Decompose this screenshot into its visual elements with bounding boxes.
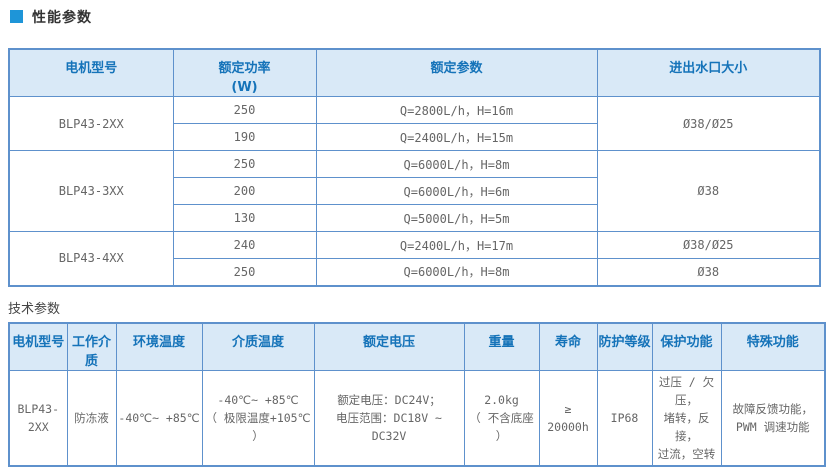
params-cell: Q=2800L/h，H=16m bbox=[315, 96, 598, 124]
port-cell: Ø38 bbox=[596, 258, 821, 286]
port-cell: Ø38/Ø25 bbox=[596, 96, 821, 151]
params-cell: Q=2400L/h，H=17m bbox=[315, 231, 598, 259]
tech-protection-rating-cell: IP68 bbox=[596, 369, 653, 466]
tech-medium-temp-cell: -40℃~ +85℃ （ 极限温度+105℃ ） bbox=[201, 369, 315, 466]
table-row: 190 Q=2400L/h，H=15m bbox=[9, 123, 820, 151]
params-cell: Q=6000L/h，H=8m bbox=[315, 258, 598, 286]
tech-header-protection-rating: 防护等级 bbox=[596, 322, 653, 371]
table-row: 130 Q=5000L/h，H=5m bbox=[9, 204, 820, 232]
tech-header-protection-functions: 保护功能 bbox=[651, 322, 722, 371]
performance-section-title: 性能参数 bbox=[32, 9, 92, 26]
tech-header-motor-model: 电机型号 bbox=[8, 322, 68, 371]
power-cell: 250 bbox=[172, 150, 317, 178]
tech-header-medium-temp: 介质温度 bbox=[201, 322, 315, 371]
table-row: BLP43-4XX 240 Q=2400L/h，H=17m Ø38/Ø25 bbox=[8, 231, 821, 286]
tech-header-working-medium: 工作介质 bbox=[66, 322, 117, 371]
port-cell: Ø38 bbox=[596, 150, 821, 232]
technical-section-title: 技术参数 bbox=[8, 301, 61, 317]
blue-square-bullet-icon bbox=[10, 10, 23, 23]
tech-weight-cell: 2.0kg （ 不含底座 ） bbox=[463, 369, 540, 466]
power-cell: 250 bbox=[172, 258, 317, 286]
tech-special-functions-cell: 故障反馈功能， PWM 调速功能 bbox=[720, 369, 826, 466]
perf-header-rated-power: 额定功率 (W) bbox=[172, 48, 317, 97]
model-cell: BLP43-3XX bbox=[8, 150, 174, 232]
tech-ambient-temp-cell: -40℃~ +85℃ bbox=[115, 369, 203, 466]
technical-table: 电机型号 工作介质 环境温度 介质温度 额定电压 重量 寿命 防护等级 保护功能… bbox=[8, 321, 826, 467]
perf-header-port-size: 进出水口大小 bbox=[596, 48, 821, 97]
table-row: 200 Q=6000L/h，H=6m bbox=[9, 177, 820, 205]
tech-model-cell: BLP43-2XX bbox=[8, 369, 68, 466]
perf-header-motor-model: 电机型号 bbox=[8, 48, 174, 97]
performance-section-header: 性能参数 bbox=[0, 0, 827, 26]
tech-medium-cell: 防冻液 bbox=[66, 369, 117, 466]
tech-header-weight: 重量 bbox=[463, 322, 540, 371]
table-row: BLP43-2XX 250 Q=2800L/h，H=16m Ø38/Ø25 bbox=[8, 96, 821, 151]
tech-protection-functions-cell: 过压 / 欠压， 堵转，反接， 过流，空转 bbox=[651, 369, 722, 466]
power-cell: 200 bbox=[172, 177, 317, 205]
power-cell: 240 bbox=[172, 231, 317, 259]
model-cell: BLP43-4XX bbox=[8, 231, 174, 286]
tech-voltage-cell: 额定电压：DC24V； 电压范围：DC18V ~ DC32V bbox=[313, 369, 465, 466]
performance-table: 电机型号 额定功率 (W) 额定参数 进出水口大小 BLP43-2XX 250 Q… bbox=[8, 48, 821, 287]
tech-header-special-functions: 特殊功能 bbox=[720, 322, 826, 371]
tech-header-ambient-temp: 环境温度 bbox=[115, 322, 203, 371]
params-cell: Q=6000L/h，H=8m bbox=[315, 150, 598, 178]
port-cell: Ø38/Ø25 bbox=[596, 231, 821, 259]
params-cell: Q=2400L/h，H=15m bbox=[315, 123, 598, 151]
technical-header-row: 电机型号 工作介质 环境温度 介质温度 额定电压 重量 寿命 防护等级 保护功能… bbox=[8, 322, 826, 371]
table-row: BLP43-2XX 防冻液 -40℃~ +85℃ -40℃~ +85℃ （ 极限… bbox=[8, 369, 826, 466]
params-cell: Q=5000L/h，H=5m bbox=[315, 204, 598, 232]
perf-header-rated-power-unit: (W) bbox=[231, 80, 258, 95]
perf-header-rated-params: 额定参数 bbox=[315, 48, 598, 97]
power-cell: 130 bbox=[172, 204, 317, 232]
table-row: 250 Q=6000L/h，H=8m Ø38 bbox=[9, 258, 821, 286]
model-cell: BLP43-2XX bbox=[8, 96, 174, 151]
performance-header-row: 电机型号 额定功率 (W) 额定参数 进出水口大小 bbox=[8, 48, 821, 97]
power-cell: 190 bbox=[172, 123, 317, 151]
tech-header-rated-voltage: 额定电压 bbox=[313, 322, 465, 371]
params-cell: Q=6000L/h，H=6m bbox=[315, 177, 598, 205]
tech-lifespan-cell: ≥ 20000h bbox=[538, 369, 598, 466]
table-row: BLP43-3XX 250 Q=6000L/h，H=8m Ø38 bbox=[8, 150, 821, 232]
power-cell: 250 bbox=[172, 96, 317, 124]
tech-header-lifespan: 寿命 bbox=[538, 322, 598, 371]
